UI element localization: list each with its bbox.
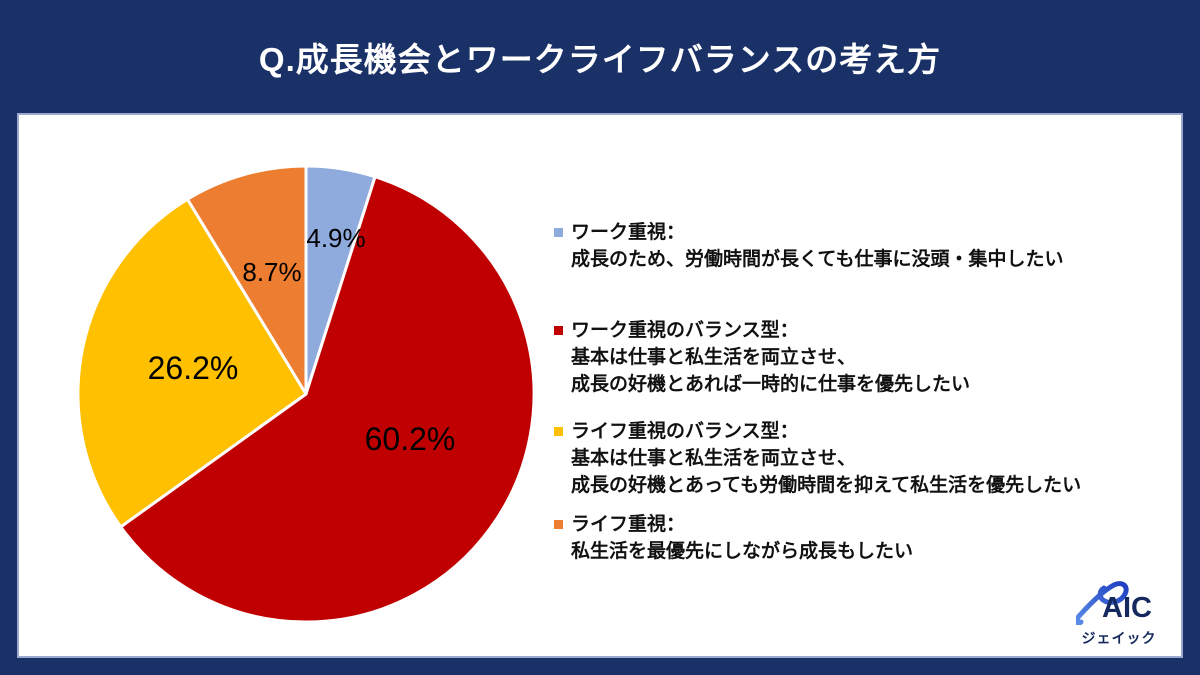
legend-text: ワーク重視のバランス型： 基本は仕事と私生活を両立させ、成長の好機とあれば一時的に… [571, 317, 970, 398]
legend-item: ライフ重視： 私生活を最優先にしながら成長もしたい [554, 511, 913, 565]
content-panel: 4.9% 60.2% 26.2% 8.7% ワーク重視： 成長のため、労働時間が長くても… [17, 113, 1183, 658]
legend-marker [554, 520, 563, 529]
pie-chart: 4.9% 60.2% 26.2% 8.7% [76, 164, 536, 624]
legend-item-title: ライフ重視： [571, 514, 686, 535]
legend-marker [554, 427, 563, 436]
legend-item-line: 成長の好機とあっても労働時間を抑えて私生活を優先したい [571, 475, 1082, 496]
pie-slice-label-2: 60.2% [365, 421, 456, 457]
pie-slice-2 [119, 175, 536, 624]
pie-slice-3 [76, 197, 308, 529]
legend-item-title: ワーク重視： [571, 222, 686, 243]
legend-text: ワーク重視： 成長のため、労働時間が長くても仕事に没頭・集中したい [571, 219, 1063, 273]
pie-chart-area: 4.9% 60.2% 26.2% 8.7% [71, 159, 541, 629]
jaic-logo-subtext: ジェイック [1081, 630, 1157, 646]
legend-item: ライフ重視のバランス型： 基本は仕事と私生活を両立させ、成長の好機とあっても労働時… [554, 418, 1081, 499]
legend-text: ライフ重視： 私生活を最優先にしながら成長もしたい [571, 511, 913, 565]
title-bar: Q.成長機会とワークライフバランスの考え方 [0, 0, 1200, 113]
legend-item-line: 成長の好機とあれば一時的に仕事を優先したい [571, 374, 971, 395]
legend-item-title: ライフ重視のバランス型： [571, 421, 799, 442]
legend-text: ライフ重視のバランス型： 基本は仕事と私生活を両立させ、成長の好機とあっても労働時… [571, 418, 1081, 499]
jaic-logo-text: AIC [1102, 592, 1152, 624]
legend-item-title: ワーク重視のバランス型： [571, 320, 799, 341]
jaic-logo-loop [1074, 581, 1129, 626]
jaic-logo-mark: AIC [1074, 581, 1152, 626]
pie-slice-label-3: 26.2% [148, 350, 239, 386]
legend-item: ワーク重視のバランス型： 基本は仕事と私生活を両立させ、成長の好機とあれば一時的に… [554, 317, 970, 398]
legend-item-line: 成長のため、労働時間が長くても仕事に没頭・集中したい [571, 249, 1064, 270]
legend-marker [554, 228, 563, 237]
legend-item-line: 基本は仕事と私生活を両立させ、 [571, 448, 857, 469]
jaic-logo: AIC ジェイック [1071, 581, 1167, 648]
legend-item-line: 基本は仕事と私生活を両立させ、 [571, 347, 857, 368]
pie-slice-label-4: 8.7% [242, 257, 301, 287]
legend-item: ワーク重視： 成長のため、労働時間が長くても仕事に没頭・集中したい [554, 219, 1063, 273]
legend-marker [554, 326, 563, 335]
pie-slice-label-1: 4.9% [306, 223, 365, 253]
page-title: Q.成長機会とワークライフバランスの考え方 [258, 40, 942, 78]
legend-item-line: 私生活を最優先にしながら成長もしたい [571, 541, 914, 562]
pie-slice-4 [185, 164, 308, 396]
